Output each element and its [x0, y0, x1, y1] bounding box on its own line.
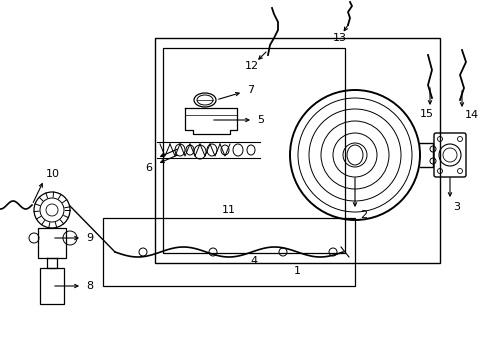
Text: 1: 1 — [293, 266, 301, 276]
Bar — [163, 48, 345, 253]
Text: 3: 3 — [452, 202, 459, 212]
Text: 2: 2 — [359, 210, 366, 220]
Text: 4: 4 — [250, 256, 257, 266]
Bar — [155, 38, 439, 263]
Text: 13: 13 — [332, 33, 346, 43]
Text: 15: 15 — [419, 109, 433, 119]
Bar — [38, 228, 66, 258]
Text: 10: 10 — [46, 169, 60, 179]
Text: 11: 11 — [222, 205, 236, 215]
Text: 6: 6 — [145, 163, 152, 173]
Text: 12: 12 — [244, 61, 259, 71]
Text: 8: 8 — [86, 281, 93, 291]
Bar — [103, 218, 354, 286]
Bar — [40, 268, 64, 304]
Text: 9: 9 — [86, 233, 93, 243]
Text: 7: 7 — [246, 85, 254, 95]
Text: 14: 14 — [464, 110, 478, 120]
Text: 5: 5 — [257, 115, 264, 125]
